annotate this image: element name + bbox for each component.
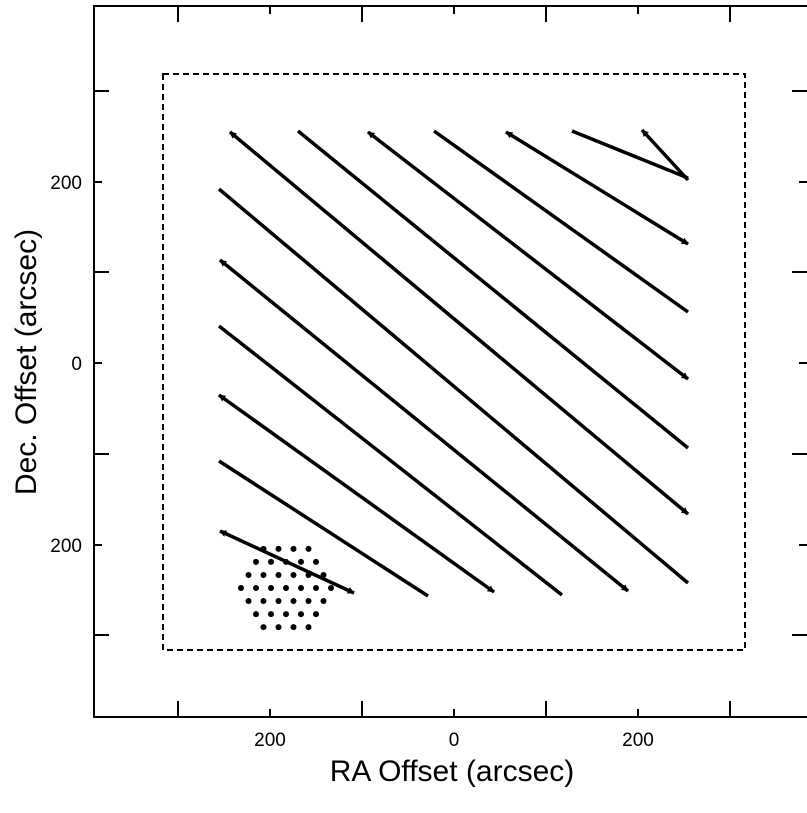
beam-dot: [268, 611, 274, 618]
beam-dot: [253, 585, 259, 591]
scan-strokes: [217, 128, 690, 598]
beam-dot: [298, 558, 304, 565]
beam-dot: [283, 585, 289, 591]
scan-stroke: [366, 130, 690, 381]
scan-stroke: [505, 130, 689, 246]
beam-dot: [275, 545, 282, 552]
y-tick-label: 0: [71, 354, 82, 375]
beam-dot: [290, 545, 297, 552]
beam-dot: [275, 572, 282, 578]
beam-dot: [260, 572, 267, 578]
x-tick-label: 200: [622, 730, 654, 751]
beam-dot: [320, 598, 327, 604]
left-ticks: [94, 90, 109, 636]
dotted-beam-region: [238, 545, 334, 631]
beam-dot: [253, 611, 259, 618]
scan-stroke: [571, 129, 689, 180]
right-ticks: [792, 90, 807, 636]
beam-dot: [260, 545, 267, 552]
beam-dot: [328, 585, 334, 591]
bottom-ticks: [177, 701, 731, 717]
map-boundary: [162, 73, 746, 651]
beam-dot: [298, 611, 304, 618]
top-ticks: [177, 6, 731, 22]
beam-dot: [275, 598, 282, 604]
beam-dot: [268, 585, 274, 591]
beam-dot: [275, 624, 282, 631]
beam-dot: [320, 572, 327, 578]
beam-dot: [283, 611, 289, 618]
scan-stroke: [640, 128, 690, 182]
beam-dot: [290, 624, 297, 631]
beam-dot: [298, 585, 304, 591]
y-tick-label: 200: [50, 536, 82, 557]
beam-dot: [313, 558, 319, 565]
beam-dot: [245, 572, 252, 578]
scan-stroke: [217, 393, 496, 594]
y-axis-title: Dec. Offset (arcsec): [10, 229, 43, 495]
beam-dot: [305, 572, 312, 578]
beam-dot: [305, 545, 312, 552]
plot-frame: [93, 5, 807, 718]
scan-stroke: [217, 187, 690, 585]
beam-dot: [313, 611, 319, 618]
beam-dot: [290, 572, 297, 578]
x-tick-label: 200: [254, 730, 286, 751]
beam-dot: [260, 598, 267, 604]
beam-dot: [253, 558, 259, 565]
beam-dot: [268, 558, 274, 565]
beam-dot: [313, 585, 319, 591]
beam-dot: [260, 624, 267, 631]
x-axis-title: RA Offset (arcsec): [330, 755, 575, 788]
beam-dot: [245, 598, 252, 604]
beam-dot: [283, 558, 289, 565]
scan-stroke: [296, 129, 690, 450]
beam-dot: [305, 598, 312, 604]
beam-dot: [238, 585, 244, 591]
beam-dot: [290, 598, 297, 604]
beam-dot: [305, 624, 312, 631]
x-tick-label: 0: [449, 730, 460, 751]
y-tick-label: 200: [50, 173, 82, 194]
